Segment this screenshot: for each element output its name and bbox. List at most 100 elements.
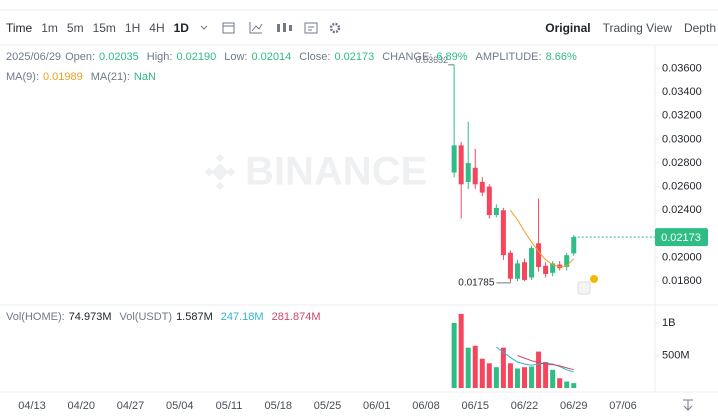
volume-bar [522, 367, 527, 388]
x-tick-label: 05/04 [166, 400, 194, 412]
ma-line [510, 209, 575, 268]
toolbar: Time 1m 5m 15m 1H 4H 1D Original Trading View D… [0, 18, 718, 38]
candle-body [465, 163, 471, 182]
volume-label: Vol(HOME): [6, 311, 65, 323]
candle-body [479, 181, 485, 193]
volume-bar [571, 383, 577, 388]
x-tick-label: 06/01 [363, 400, 391, 412]
volume-bar [500, 347, 506, 388]
candle-body [543, 265, 549, 275]
volume-bar [465, 347, 471, 388]
time-label: Time [6, 21, 33, 35]
view-button[interactable]: Trading View [602, 21, 672, 35]
last-price-box [655, 228, 708, 247]
volume-bar [479, 358, 485, 388]
volume-bar [451, 323, 457, 388]
volume-ma-line [496, 346, 574, 373]
settings-icon[interactable] [683, 399, 693, 411]
volume-bar [493, 367, 499, 388]
interval-button[interactable]: 1D [173, 21, 189, 35]
volume-ma-line [517, 355, 574, 371]
y-tick-label: 0.02400 [662, 204, 702, 216]
volume-bar [543, 362, 549, 388]
volume-value: 1.587M [176, 311, 213, 323]
interval-button[interactable]: 1H [124, 21, 141, 35]
x-tick-label: 04/20 [67, 400, 95, 412]
info-line: 2025/06/29 Open: 0.02035 High: 0.02190 Low: 0.… [6, 51, 585, 63]
volume-bar [458, 313, 464, 388]
x-tick-label: 05/18 [264, 400, 292, 412]
info-value: 0.02014 [251, 51, 292, 63]
x-tick-label: 06/22 [511, 400, 539, 412]
volume-bar [486, 363, 492, 388]
tool-icons[interactable] [222, 21, 358, 35]
info-label: Low: [224, 51, 248, 63]
volume-ma-value: 281.874M [271, 311, 321, 323]
x-tick-label: 07/06 [609, 400, 637, 412]
y-tick-label: 0.02800 [662, 157, 702, 169]
ma-label: MA(9): [6, 71, 39, 83]
candle-body [451, 145, 457, 173]
view-button[interactable]: Original [545, 21, 591, 35]
candle-body [472, 167, 478, 185]
interval-button[interactable]: 4H [149, 21, 165, 35]
volume-bar [557, 378, 563, 388]
interval-button[interactable]: 1m [41, 21, 58, 35]
info-value: 0.02173 [334, 51, 375, 63]
watermark-text: BINANCE [245, 150, 427, 194]
y-tick-label: 0.01800 [662, 275, 702, 287]
candle-body [486, 186, 492, 215]
x-tick-label: 06/15 [461, 400, 489, 412]
x-tick-label: 05/25 [314, 400, 342, 412]
candle-body [564, 255, 570, 267]
volume-bar [472, 345, 478, 388]
x-tick-label: 05/11 [216, 400, 243, 412]
ma-value: 0.01989 [43, 71, 83, 83]
x-tick-label: 06/29 [560, 400, 588, 412]
interval-button[interactable]: 15m [92, 21, 116, 35]
info-value: 8.66% [545, 51, 577, 63]
low-marker-label: 0.01785 [458, 278, 495, 289]
candle-body [500, 210, 506, 256]
view-button[interactable]: Depth [683, 21, 716, 35]
info-date: 2025/06/29 [6, 51, 62, 63]
info-label: Open: [65, 51, 96, 63]
y-tick-label: 0.02000 [662, 251, 702, 263]
y-tick-label: 0.02600 [662, 181, 702, 193]
candle-body [550, 263, 556, 273]
volume-bar [514, 368, 520, 388]
volume-bar [550, 369, 556, 388]
volume-label: Vol(USDT) [119, 311, 173, 323]
y-tick-label: 0.03000 [662, 133, 702, 145]
watermark: BINANCE [204, 150, 427, 194]
candle-body [507, 252, 513, 279]
candle-body [514, 263, 520, 279]
info-label: AMPLITUDE: [475, 51, 542, 63]
y-tick-label: 0.03200 [662, 110, 702, 122]
info-value: 0.02035 [99, 51, 139, 63]
volume-bar [536, 351, 542, 388]
info-value: 0.02190 [176, 51, 217, 63]
ma-value: NaN [133, 71, 156, 83]
ma-legend: MA(9): 0.01989 MA(21): NaN [6, 71, 164, 83]
info-label: High: [146, 51, 173, 63]
x-tick-label: 06/08 [412, 400, 440, 412]
volume-ma-value: 247.18M [220, 311, 264, 323]
alert-icon[interactable] [577, 281, 591, 295]
high-marker-label: 0.03632 [416, 55, 449, 65]
y-tick-label: 0.03400 [662, 86, 702, 98]
volume-bar [529, 366, 535, 388]
volume-bar [507, 363, 513, 388]
info-label: CHANGE: [382, 51, 433, 63]
info-label: Close: [299, 51, 331, 63]
candle-body [536, 243, 542, 267]
x-tick-label: 04/13 [18, 400, 46, 412]
views: Original Trading View Depth [533, 21, 716, 35]
dropdown-icon[interactable] [200, 25, 208, 31]
interval-button[interactable]: 5m [66, 21, 84, 35]
volume-tick-label: 500M [662, 349, 690, 361]
volume-tick-label: 1B [662, 317, 675, 329]
ma-label: MA(21): [90, 71, 130, 83]
